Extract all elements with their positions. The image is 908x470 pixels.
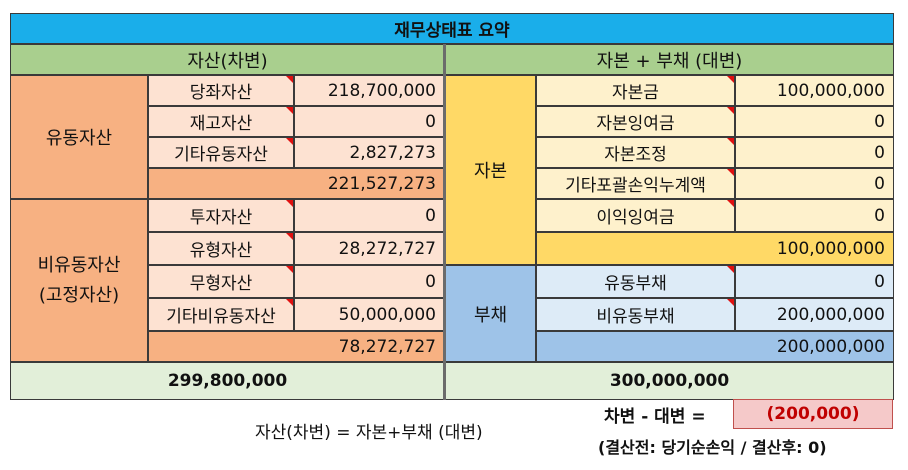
asset-row-label[interactable]: 기타비유동자산 — [148, 298, 294, 331]
asset-row-label[interactable]: 당좌자산 — [148, 75, 294, 106]
column-divider — [443, 44, 446, 400]
liabilities-subtotal: 200,000,000 — [536, 331, 894, 362]
diff-value[interactable]: (200,000) — [733, 399, 893, 429]
liability-row-value[interactable]: 200,000,000 — [735, 298, 894, 331]
equity-row-label[interactable]: 이익잉여금 — [536, 199, 735, 232]
diff-label: 차변 - 대변 = — [604, 406, 706, 427]
liability-row-label[interactable]: 비유동부채 — [536, 298, 735, 331]
asset-row-label[interactable]: 무형자산 — [148, 265, 294, 298]
equity-row-value[interactable]: 0 — [735, 106, 894, 137]
equity-row-label[interactable]: 기타포괄손익누계액 — [536, 168, 735, 199]
equity-row-value[interactable]: 0 — [735, 168, 894, 199]
equity-row-value[interactable]: 0 — [735, 199, 894, 232]
table-title: 재무상태표 요약 — [10, 13, 894, 44]
balance-equation: 자산(차변) = 자본+부채 (대변) — [255, 422, 483, 443]
asset-row-value[interactable]: 50,000,000 — [294, 298, 445, 331]
asset-row-label[interactable]: 유형자산 — [148, 232, 294, 265]
equity-row-label[interactable]: 자본조정 — [536, 137, 735, 168]
asset-row-value[interactable]: 0 — [294, 106, 445, 137]
asset-row-value[interactable]: 28,272,727 — [294, 232, 445, 265]
equity-row-value[interactable]: 100,000,000 — [735, 75, 894, 106]
noncurrent-assets-group: 비유동자산 (고정자산) — [10, 199, 148, 362]
closing-note: (결산전: 당기순손익 / 결산후: 0) — [598, 438, 827, 457]
noncurrent-assets-subtotal: 78,272,727 — [148, 331, 445, 362]
assets-header: 자산(차변) — [10, 44, 445, 75]
asset-row-label[interactable]: 기타유동자산 — [148, 137, 294, 168]
equity-group: 자본 — [445, 75, 536, 265]
asset-row-label[interactable]: 투자자산 — [148, 199, 294, 232]
asset-row-value[interactable]: 0 — [294, 199, 445, 232]
noncurrent-assets-label: 비유동자산 — [37, 254, 121, 276]
asset-row-value[interactable]: 218,700,000 — [294, 75, 445, 106]
equity-subtotal: 100,000,000 — [536, 232, 894, 265]
noncurrent-assets-sublabel: (고정자산) — [38, 284, 120, 306]
current-assets-subtotal: 221,527,273 — [148, 168, 445, 199]
liability-row-label[interactable]: 유동부채 — [536, 265, 735, 298]
total-equity-liabilities: 300,000,000 — [445, 362, 894, 400]
equity-row-label[interactable]: 자본잉여금 — [536, 106, 735, 137]
liability-row-value[interactable]: 0 — [735, 265, 894, 298]
asset-row-value[interactable]: 0 — [294, 265, 445, 298]
total-assets: 299,800,000 — [10, 362, 445, 400]
equity-row-value[interactable]: 0 — [735, 137, 894, 168]
equity-liabilities-header: 자본 + 부채 (대변) — [445, 44, 894, 75]
asset-row-value[interactable]: 2,827,273 — [294, 137, 445, 168]
current-assets-group: 유동자산 — [10, 75, 148, 199]
liabilities-group: 부채 — [445, 265, 536, 362]
asset-row-label[interactable]: 재고자산 — [148, 106, 294, 137]
equity-row-label[interactable]: 자본금 — [536, 75, 735, 106]
